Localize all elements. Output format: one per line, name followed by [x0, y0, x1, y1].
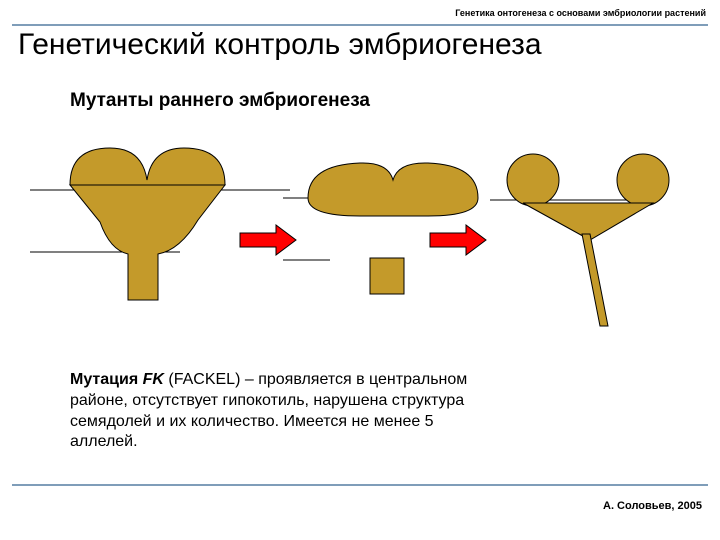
wild-type-embryo — [70, 148, 225, 300]
mutation-description: Мутация FK (FACKEL) – проявляется в цент… — [70, 370, 490, 453]
footer-credit: А. Соловьев, 2005 — [603, 500, 702, 512]
top-rule — [12, 24, 708, 26]
header-line: Генетика онтогенеза с основами эмбриолог… — [455, 8, 706, 18]
page-subtitle: Мутанты раннего эмбриогенеза — [70, 90, 370, 112]
mutant-embryo-1 — [308, 163, 478, 294]
bottom-rule — [12, 484, 708, 486]
mutant-embryo-2 — [507, 154, 669, 326]
embryo-diagram — [30, 130, 690, 350]
arrow-icon — [240, 225, 296, 255]
arrow-icon — [430, 225, 486, 255]
desc-paren: (FACKEL) — [164, 371, 240, 388]
gene-name: FK — [143, 371, 164, 388]
desc-prefix: Мутация — [70, 371, 143, 388]
page-title: Генетический контроль эмбриогенеза — [18, 28, 542, 62]
